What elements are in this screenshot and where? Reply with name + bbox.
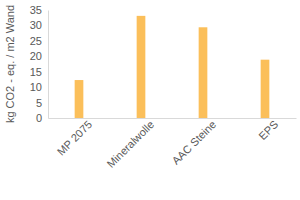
y-axis: 0 5 10 15 20 25 30 35: [30, 4, 49, 124]
y-axis-title: kg CO2 - eq. / m2 Wand: [4, 5, 16, 123]
plot: 0 5 10 15 20 25 30 35 MP 2075 Mineralwolle AAC Ste…: [30, 4, 297, 170]
y-tick-label: 10: [30, 81, 42, 93]
y-tick-label: 35: [30, 4, 42, 16]
bar: [137, 16, 146, 118]
y-tick-label: 20: [30, 50, 42, 62]
x-tick-label: AAC Steine: [170, 118, 219, 167]
x-tick-label: MP 2075: [55, 118, 94, 157]
y-tick-label: 30: [30, 19, 42, 31]
x-axis: MP 2075 Mineralwolle AAC Steine EPS: [49, 118, 297, 170]
bars: [75, 16, 270, 118]
chart: 0 5 10 15 20 25 30 35 MP 2075 Mineralwolle AAC Ste…: [0, 0, 300, 200]
y-axis-line: [48, 11, 49, 119]
y-tick: 30: [30, 19, 48, 31]
bar: [199, 27, 208, 118]
y-tick: 0: [36, 112, 48, 124]
x-tick-label: Mineralwolle: [105, 118, 157, 170]
y-tick-label: 15: [30, 66, 42, 78]
y-tick: 35: [30, 4, 48, 16]
y-tick: 25: [30, 35, 48, 47]
bar: [75, 80, 84, 118]
x-tick: Mineralwolle: [105, 118, 157, 170]
y-tick: 15: [30, 66, 48, 78]
y-tick: 10: [30, 81, 48, 93]
y-tick: 5: [36, 97, 48, 109]
x-tick: MP 2075: [55, 118, 94, 158]
x-tick: AAC Steine: [170, 118, 219, 167]
bar: [261, 60, 270, 118]
y-tick-label: 5: [36, 97, 42, 109]
x-tick: EPS: [256, 118, 280, 142]
y-tick-label: 0: [36, 112, 42, 124]
y-tick-label: 25: [30, 35, 42, 47]
x-tick-label: EPS: [256, 118, 280, 142]
y-tick: 20: [30, 50, 48, 62]
